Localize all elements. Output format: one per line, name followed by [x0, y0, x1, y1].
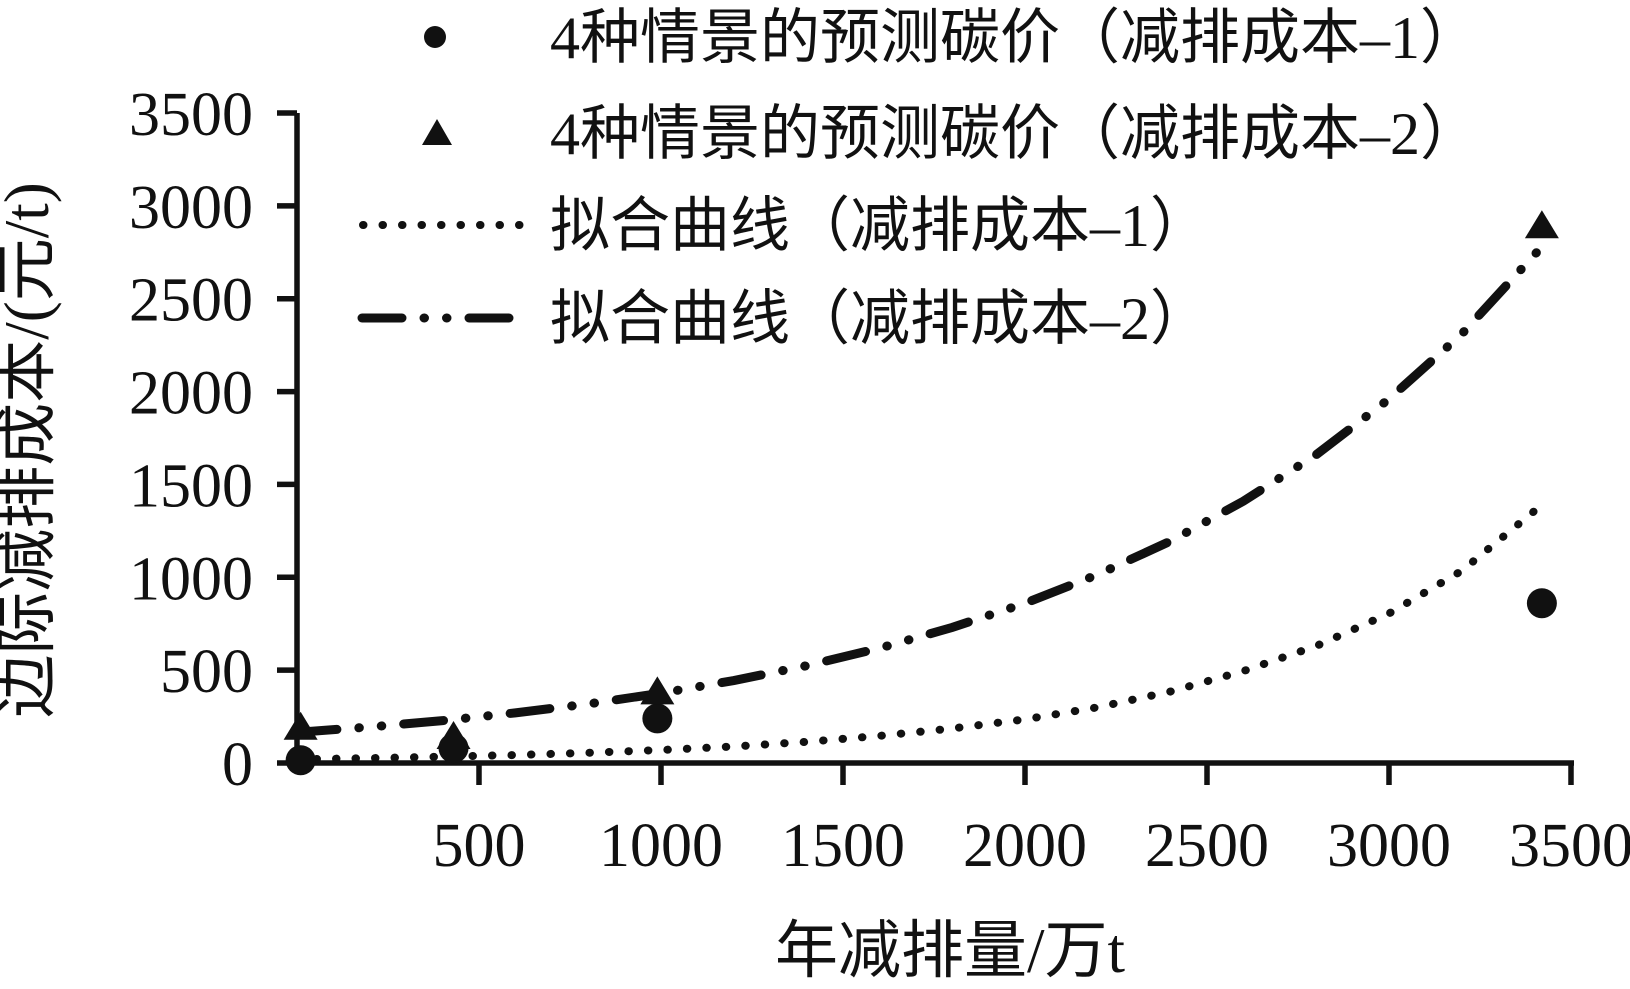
legend-label-fit1: 拟合曲线（减排成本–1） — [550, 193, 1210, 259]
y-tick-label: 1500 — [129, 452, 253, 520]
legend-label-series1: 4种情景的预测碳价（减排成本–1） — [550, 5, 1480, 71]
x-tick-label: 3500 — [1509, 812, 1630, 880]
x-tick-label: 2000 — [963, 812, 1087, 880]
legend-marker-triangle-icon — [422, 119, 452, 145]
y-axis-title: 边际减排成本/(元/t) — [0, 182, 62, 717]
axes — [277, 110, 1574, 785]
x-tick-label: 500 — [433, 812, 526, 880]
fit-curves — [292, 242, 1547, 764]
x-tick-label: 3000 — [1327, 812, 1451, 880]
x-tick-label: 1000 — [599, 812, 723, 880]
tick-labels: 500 1000 1500 2000 2500 3000 3500 0 500 1000 1500 2… — [129, 81, 1630, 880]
data-point-circle — [1526, 588, 1557, 619]
data-point-circle — [642, 703, 673, 734]
fit-curve-1 — [293, 500, 1546, 764]
legend-marker-circle-icon — [424, 26, 446, 48]
x-tick-label: 1500 — [781, 812, 905, 880]
legend-label-fit2: 拟合曲线（减排成本–2） — [550, 286, 1210, 352]
data-points — [283, 210, 1559, 776]
y-tick-label: 3000 — [129, 174, 253, 242]
data-point-triangle — [1524, 210, 1559, 239]
legend: 4种情景的预测碳价（减排成本–1） 4种情景的预测碳价（减排成本–2） 拟合曲线… — [357, 5, 1480, 352]
x-axis-title: 年减排量/万t — [775, 916, 1126, 986]
y-tick-label: 1000 — [129, 545, 253, 613]
y-tick-label: 500 — [160, 638, 253, 706]
y-tick-label: 2000 — [129, 360, 253, 428]
data-point-triangle — [283, 711, 318, 740]
data-point-triangle — [640, 676, 675, 705]
data-point-triangle — [436, 721, 471, 749]
fit-curve-2 — [292, 242, 1547, 737]
data-point-circle — [285, 745, 316, 776]
y-tick-label: 2500 — [129, 267, 253, 335]
y-tick-label: 0 — [222, 731, 253, 799]
x-tick-label: 2500 — [1145, 812, 1269, 880]
legend-label-series2: 4种情景的预测碳价（减排成本–2） — [550, 101, 1480, 167]
y-tick-label: 3500 — [129, 81, 253, 149]
